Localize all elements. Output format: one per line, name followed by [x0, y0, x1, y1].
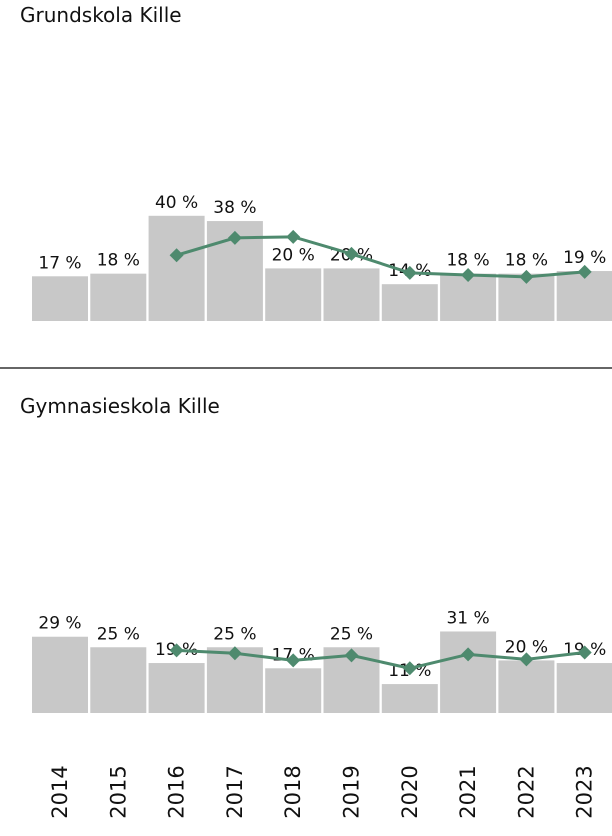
value-label: 29 % — [38, 614, 81, 634]
x-tick-label: 2015 — [106, 765, 130, 818]
value-label: 25 % — [330, 624, 373, 644]
bar — [265, 668, 322, 713]
value-label: 20 % — [272, 245, 315, 265]
marker — [402, 661, 417, 676]
marker — [344, 246, 359, 261]
bar — [556, 271, 612, 321]
x-tick-label: 2021 — [456, 765, 480, 818]
line — [176, 648, 585, 670]
x-tick-label: 2017 — [223, 765, 247, 818]
x-tick-label: 2016 — [165, 765, 189, 818]
value-label: 40 % — [155, 193, 198, 213]
value-label: 19 % — [563, 248, 606, 268]
value-label: 18 % — [97, 251, 140, 271]
marker — [169, 248, 184, 263]
marker — [286, 229, 301, 244]
bar — [90, 647, 147, 713]
bar — [148, 663, 205, 713]
value-label: 18 % — [505, 251, 548, 271]
value-label: 20 % — [505, 637, 548, 657]
value-label: 18 % — [446, 251, 489, 271]
marker — [577, 645, 592, 660]
chart-title: Gymnasieskola Kille — [20, 394, 220, 418]
bar — [32, 636, 88, 713]
marker — [519, 269, 534, 284]
x-tick-label: 2023 — [573, 765, 597, 818]
marker — [169, 643, 184, 658]
line — [176, 235, 585, 279]
value-label: 25 % — [97, 624, 140, 644]
bar — [440, 631, 497, 713]
marker — [461, 647, 476, 662]
bar — [148, 215, 205, 321]
marker — [461, 267, 476, 282]
marker — [227, 230, 242, 245]
chart-title: Grundskola Kille — [20, 3, 182, 27]
x-tick-label: 2020 — [398, 765, 422, 818]
x-tick-label: 2018 — [281, 765, 305, 818]
marker — [519, 652, 534, 667]
bar — [265, 268, 322, 321]
marker — [227, 646, 242, 661]
bar — [381, 284, 438, 321]
x-tick-label: 2014 — [48, 765, 72, 818]
bar — [556, 663, 612, 713]
value-label: 31 % — [446, 608, 489, 628]
marker — [286, 653, 301, 668]
bar — [381, 684, 438, 713]
x-tick-label: 2019 — [340, 765, 364, 818]
bar — [323, 268, 380, 321]
value-label: 25 % — [213, 624, 256, 644]
x-tick-label: 2022 — [514, 765, 538, 818]
marker — [402, 265, 417, 280]
value-label: 17 % — [38, 253, 81, 273]
value-label: 38 % — [213, 198, 256, 218]
marker — [577, 264, 592, 279]
marker — [344, 648, 359, 663]
bar — [90, 273, 147, 321]
bar — [32, 276, 88, 321]
bar — [498, 660, 555, 713]
